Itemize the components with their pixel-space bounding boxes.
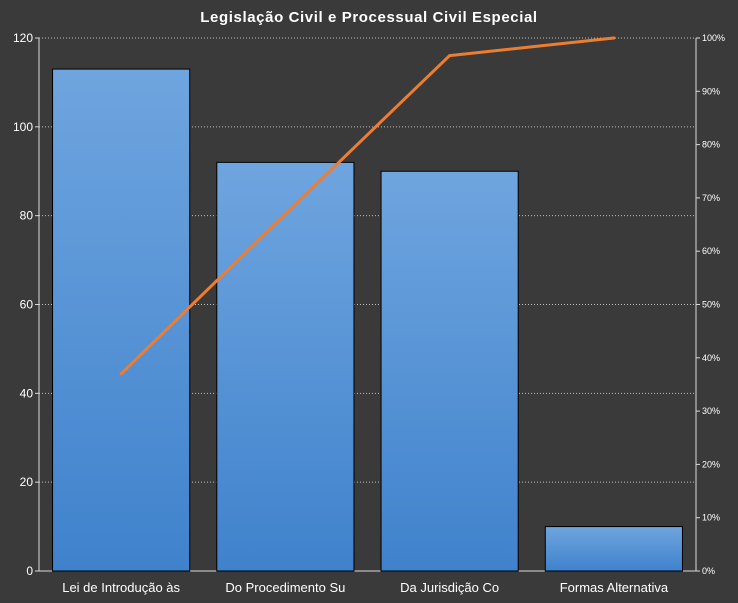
cumulative-line	[119, 36, 616, 376]
y-left-tick-label: 40	[20, 386, 34, 400]
y-right-tick-label: 10%	[702, 513, 720, 523]
y-right-tick-label: 90%	[702, 86, 720, 96]
bar	[544, 526, 683, 572]
y-left-tick-label: 100	[13, 120, 33, 134]
bars	[52, 68, 683, 572]
bar	[52, 68, 191, 572]
y-right-tick-label: 100%	[702, 33, 725, 43]
bar	[216, 161, 355, 572]
x-category-label: Do Procedimento Su	[225, 580, 345, 595]
tick-labels: 0 20 40 60 80 100 120 0% 10% 20% 30% 40% 50% 60% 70% 80…	[13, 31, 725, 595]
bar	[380, 170, 519, 572]
y-right-tick-label: 40%	[702, 353, 720, 363]
chart-title: Legislação Civil e Processual Civil Espe…	[200, 9, 537, 26]
y-right-tick-label: 0%	[702, 566, 715, 576]
x-category-label: Da Jurisdição Co	[400, 580, 499, 595]
cumulative-line-path	[119, 36, 616, 376]
line-point	[612, 36, 616, 40]
y-right-tick-label: 20%	[702, 459, 720, 469]
y-right-tick-label: 50%	[702, 300, 720, 310]
y-left-tick-label: 0	[26, 564, 33, 578]
y-right-tick-label: 30%	[702, 406, 720, 416]
y-left-tick-label: 60	[20, 298, 34, 312]
line-point	[448, 54, 452, 58]
y-right-tick-label: 60%	[702, 246, 720, 256]
y-left-tick-label: 20	[20, 475, 34, 489]
y-left-tick-label: 80	[20, 209, 34, 223]
x-category-label: Lei de Introdução às	[62, 580, 180, 595]
y-right-tick-label: 70%	[702, 193, 720, 203]
y-left-tick-label: 120	[13, 31, 33, 45]
y-right-tick-label: 80%	[702, 140, 720, 150]
x-category-label: Formas Alternativa	[560, 580, 669, 595]
line-point	[283, 212, 287, 216]
line-point	[119, 372, 123, 376]
